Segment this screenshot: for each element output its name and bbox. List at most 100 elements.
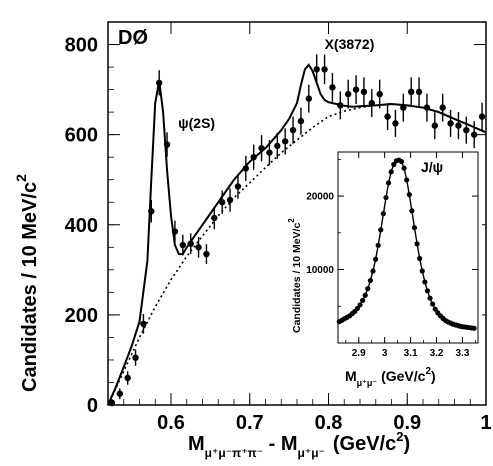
data-point — [305, 95, 313, 102]
y-tick-label: 800 — [65, 35, 98, 57]
data-point — [211, 214, 218, 222]
data-point — [234, 183, 242, 190]
main-tick-labels: 0.6 0.7 0.8 0.9 1 0 200 400 600 800 — [65, 35, 492, 434]
data-point — [392, 120, 399, 127]
x-tick-label: 1 — [480, 412, 491, 434]
data-point — [360, 297, 366, 303]
data-point — [297, 117, 305, 125]
data-point — [362, 292, 368, 298]
y-tick-label: 20000 — [306, 192, 334, 203]
data-point — [132, 354, 139, 361]
data-point — [427, 295, 433, 301]
inset-y-axis-label: Candidates / 10 MeV/c2 — [287, 218, 303, 333]
data-point — [372, 256, 379, 262]
data-point — [250, 153, 257, 161]
data-point — [179, 241, 187, 249]
data-point — [370, 268, 376, 274]
data-point — [391, 161, 397, 168]
data-point — [404, 177, 410, 183]
main-y-axis-label: Candidates / 10 MeV/c2 — [13, 174, 41, 392]
inset-plot-frame — [337, 151, 479, 344]
data-point — [354, 305, 361, 312]
x-tick-label: 3 — [382, 348, 388, 359]
data-point — [124, 374, 131, 382]
main-background-curve — [107, 103, 487, 406]
x-tick-label: 2.9 — [352, 348, 366, 359]
data-point — [274, 142, 281, 150]
data-point — [163, 141, 171, 148]
inset-title: J/ψ — [421, 159, 443, 175]
data-point — [383, 194, 389, 201]
data-point — [242, 165, 250, 172]
data-point — [400, 104, 407, 111]
data-point — [470, 131, 478, 138]
x-tick-label: 0.9 — [393, 412, 421, 434]
data-point — [455, 122, 462, 129]
data-point — [431, 122, 439, 129]
data-point — [266, 149, 273, 156]
x-tick-label: 0.8 — [315, 412, 343, 434]
data-point — [321, 66, 328, 73]
x3872-annotation: X(3872) — [325, 36, 375, 52]
experiment-label: DØ — [118, 27, 148, 49]
data-point — [417, 255, 423, 262]
data-point — [357, 302, 363, 308]
data-point — [424, 288, 431, 294]
data-point — [414, 241, 420, 247]
data-point — [406, 192, 412, 198]
inset-axis-ticks — [338, 152, 478, 344]
data-point — [409, 208, 415, 214]
x-tick-label: 3.2 — [430, 348, 444, 359]
data-point — [365, 286, 371, 292]
data-point — [447, 120, 454, 127]
data-point — [385, 180, 392, 186]
data-point — [415, 88, 423, 96]
data-point — [329, 84, 336, 91]
data-point — [375, 242, 381, 248]
data-point — [108, 399, 116, 406]
data-point — [423, 104, 431, 111]
data-point — [376, 90, 383, 98]
data-point — [203, 250, 210, 258]
data-point — [368, 99, 376, 107]
data-point — [337, 102, 344, 109]
data-point — [422, 279, 428, 285]
data-point — [380, 211, 386, 217]
data-point — [352, 86, 360, 93]
data-point — [384, 113, 391, 120]
data-point — [226, 196, 234, 204]
data-point — [140, 320, 147, 328]
data-point — [419, 268, 425, 274]
data-point — [471, 325, 477, 331]
data-point — [432, 306, 438, 312]
data-point — [439, 104, 446, 111]
background-line — [107, 103, 487, 406]
main-x-axis-label: Mμ⁺μ⁻π⁺π⁻ - Mμ⁺μ⁻ (GeV/c2) — [188, 429, 410, 460]
x-tick-label: 3.1 — [404, 348, 418, 359]
data-point — [407, 88, 415, 96]
y-tick-label: 200 — [65, 305, 98, 327]
data-point — [411, 225, 418, 231]
inset-data-points — [336, 157, 477, 331]
y-tick-label: 400 — [65, 215, 98, 237]
data-point — [401, 165, 407, 171]
data-point — [155, 79, 163, 87]
data-point — [360, 88, 368, 96]
y-tick-label: 10000 — [306, 265, 334, 276]
data-point — [430, 301, 436, 307]
data-point — [344, 90, 352, 98]
data-point — [463, 126, 470, 134]
data-point — [398, 158, 405, 165]
data-point — [195, 244, 202, 251]
data-point — [281, 138, 289, 145]
data-point — [171, 228, 179, 235]
data-point — [388, 169, 394, 175]
data-point — [289, 126, 297, 134]
data-point — [116, 390, 124, 397]
x-tick-label: 3.3 — [455, 348, 469, 359]
data-point — [218, 199, 226, 206]
data-point — [258, 144, 265, 152]
data-point — [478, 113, 486, 120]
data-point — [378, 227, 384, 233]
